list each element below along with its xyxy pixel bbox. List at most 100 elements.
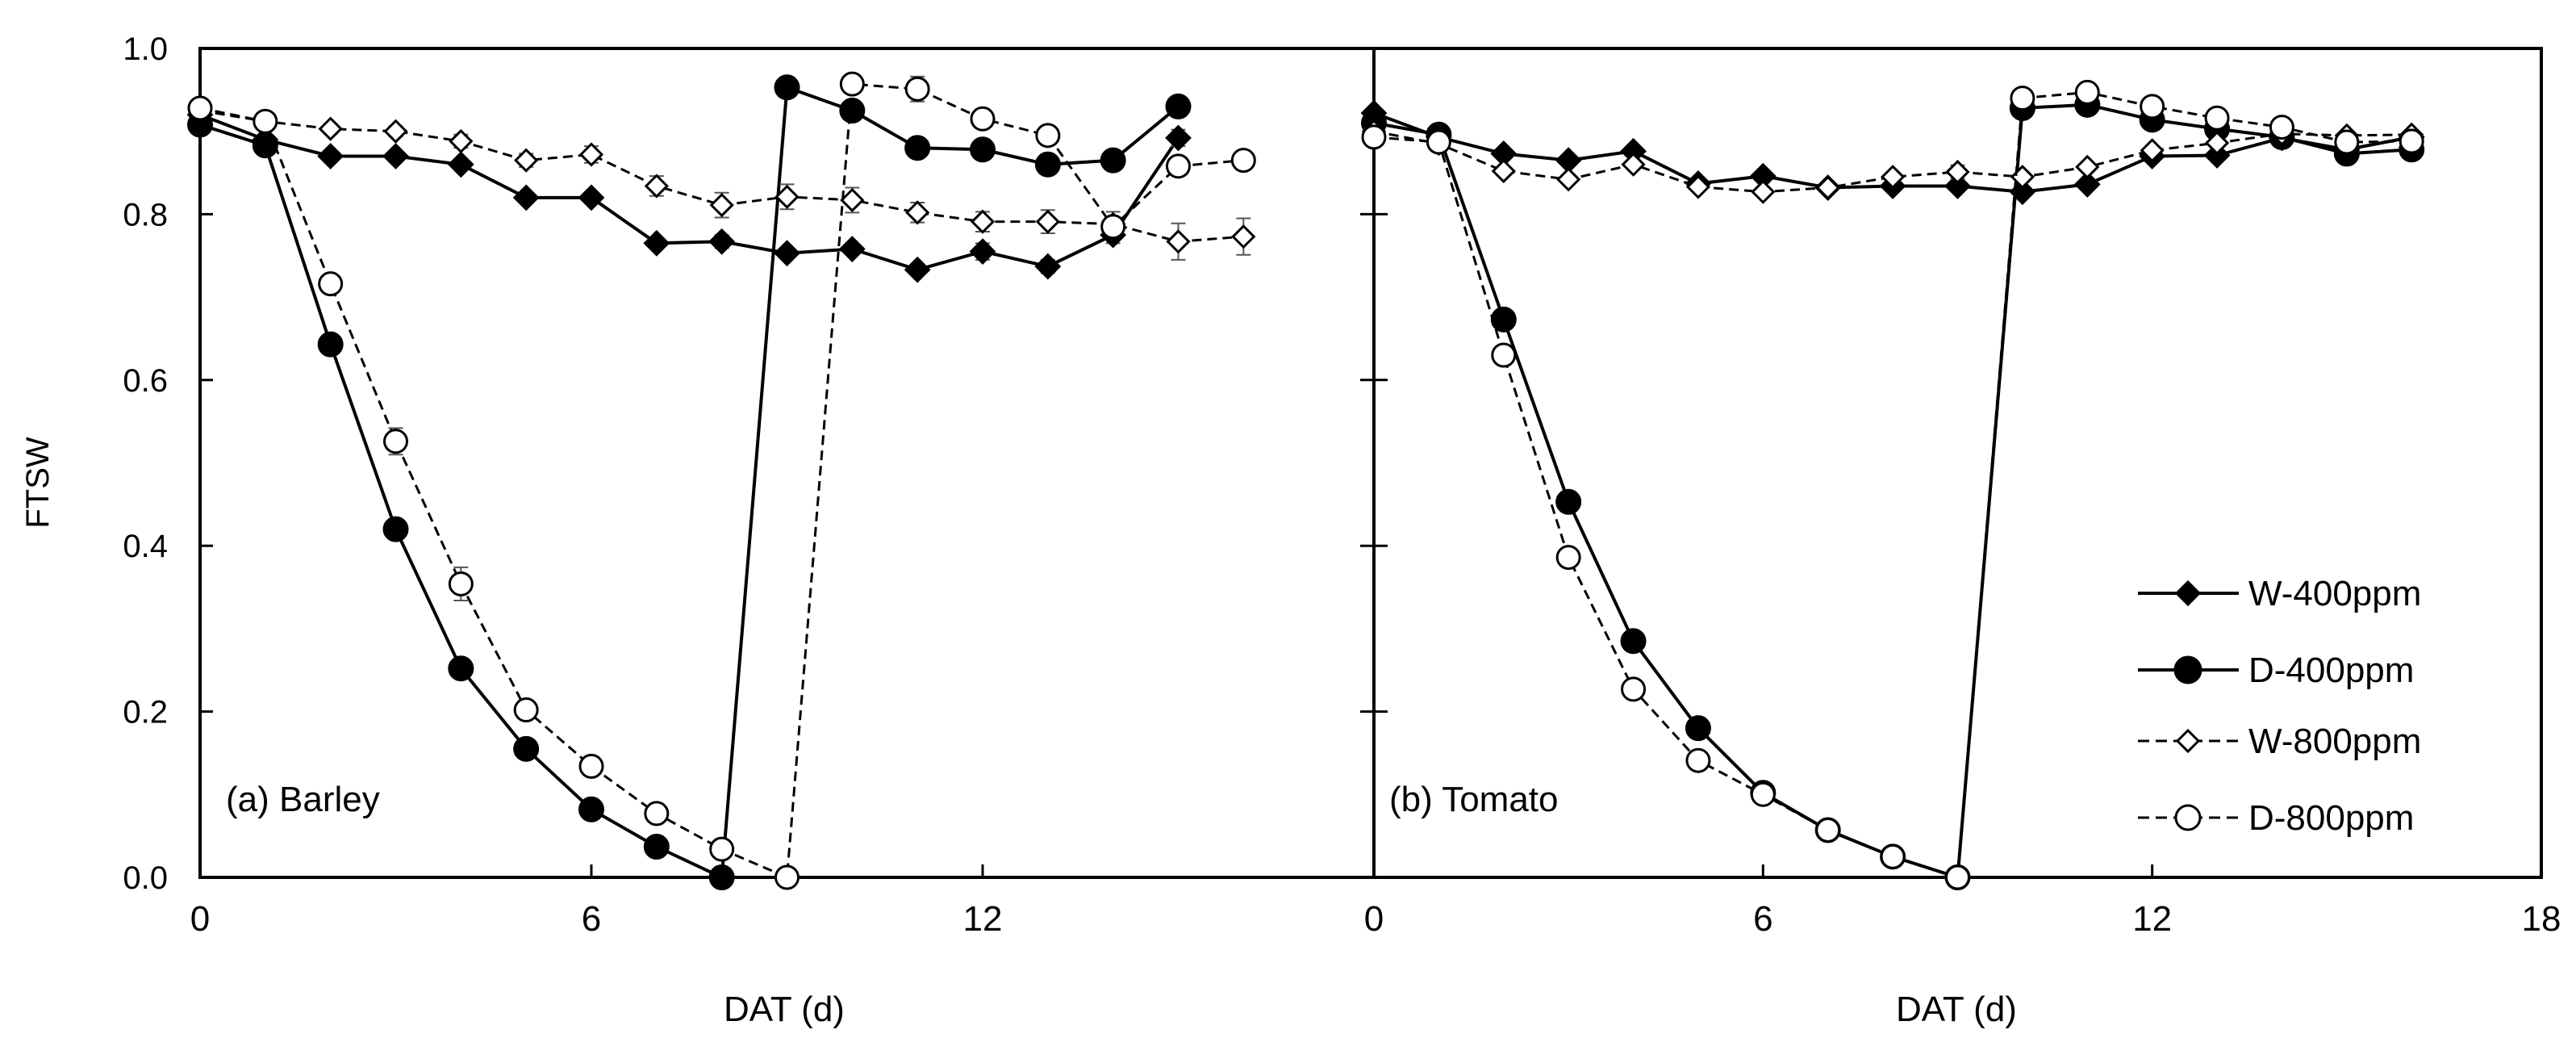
data-point: [2075, 154, 2100, 179]
data-point: [774, 184, 800, 209]
series-line-w-400ppm: [199, 113, 1180, 272]
data-point: [318, 116, 343, 141]
data-point: [578, 184, 605, 211]
data-point: [1685, 174, 1711, 199]
data-point: [2269, 115, 2294, 140]
legend-marker-d800: [2174, 804, 2202, 831]
data-point: [840, 187, 865, 213]
series-line-d-400ppm: [1373, 103, 2412, 880]
data-point: [1230, 148, 1256, 174]
data-point: [1490, 306, 1517, 333]
data-point: [1685, 715, 1711, 742]
data-point: [1685, 747, 1711, 773]
legend-marker-w800: [2175, 728, 2201, 754]
y-tick-label: 0.4: [123, 529, 168, 564]
data-point: [1491, 342, 1517, 368]
series-line-d-800ppm: [1373, 90, 2412, 880]
data-point: [1751, 179, 1776, 204]
series-d-800ppm: [1361, 79, 2424, 890]
data-point: [578, 753, 604, 779]
data-point: [970, 136, 996, 163]
data-point: [2334, 129, 2360, 155]
data-point: [1034, 253, 1062, 280]
data-point: [970, 209, 996, 234]
panel-a: 0 6 12: [186, 71, 1256, 939]
y-tick-label: 0.8: [123, 197, 168, 232]
legend-label-w400: W-400ppm: [2248, 574, 2421, 613]
data-point: [513, 697, 539, 723]
data-point: [643, 229, 670, 257]
data-point: [1621, 152, 1646, 177]
data-point: [449, 128, 474, 154]
data-point: [839, 71, 865, 97]
data-point: [1880, 843, 1906, 869]
data-point: [1621, 676, 1647, 702]
data-point: [2073, 171, 2101, 198]
data-point: [643, 834, 670, 860]
data-point: [2010, 86, 2035, 111]
data-point: [708, 228, 736, 255]
data-point: [1165, 124, 1192, 152]
x-tick-label: 12: [963, 899, 1003, 939]
data-point: [318, 271, 344, 297]
data-point: [448, 571, 474, 596]
legend-item-d800: D-800ppm: [2138, 798, 2414, 838]
data-point: [1100, 147, 1126, 174]
data-point: [2074, 79, 2100, 105]
x-tick-label: 0: [1364, 899, 1384, 939]
data-point: [1035, 123, 1061, 149]
legend-label-w800: W-800ppm: [2248, 722, 2421, 761]
x-tick-label: 18: [2522, 899, 2561, 939]
series-d-400ppm: [187, 74, 1192, 890]
series-d-400ppm: [1361, 91, 2425, 890]
plot-root: 0.0 0.2 0.4 0.6 0.8 1.0 0 6 12 0 6 12 18: [123, 31, 2561, 939]
data-point: [317, 331, 344, 358]
series-w-800ppm: [1361, 119, 2424, 204]
data-point: [1945, 864, 1970, 890]
data-point: [1555, 488, 1582, 515]
data-point: [839, 98, 866, 124]
data-point: [1034, 151, 1061, 178]
legend: W-400ppm D-400ppm W-800ppm D-800ppm: [2138, 574, 2421, 838]
data-point: [1166, 153, 1191, 179]
data-point: [1815, 175, 1840, 200]
series-d-800ppm: [187, 71, 1256, 890]
panel-b-label: (b) Tomato: [1389, 780, 1559, 819]
legend-label-d800: D-800ppm: [2248, 798, 2414, 838]
y-tick-label: 1.0: [123, 31, 168, 67]
data-point: [382, 516, 409, 542]
data-point: [2140, 94, 2165, 119]
series-line-w-800ppm: [1373, 130, 2412, 194]
x-tick-label: 12: [2132, 899, 2172, 939]
data-point: [1750, 781, 1776, 807]
data-point: [1231, 224, 1256, 249]
data-point: [708, 864, 735, 890]
data-point: [1166, 229, 1191, 254]
data-point: [578, 142, 604, 167]
legend-marker-d400: [2173, 655, 2202, 684]
data-point: [578, 796, 604, 822]
panel-a-x-axis-label: DAT (d): [724, 990, 845, 1029]
data-point: [774, 74, 800, 101]
data-point: [383, 429, 408, 454]
data-point: [1944, 173, 1971, 199]
data-point: [513, 735, 540, 762]
data-point: [1555, 545, 1581, 571]
y-tick-label: 0.2: [123, 695, 168, 730]
data-point: [838, 236, 866, 262]
data-point: [904, 135, 931, 161]
data-point: [1491, 158, 1516, 184]
x-tick-label: 6: [1753, 899, 1772, 939]
plot-frame: [198, 47, 2543, 879]
data-point: [1165, 93, 1192, 119]
data-point: [774, 864, 800, 890]
data-point: [1426, 129, 1451, 155]
series-line-w-800ppm: [199, 109, 1244, 243]
data-point: [905, 200, 930, 225]
data-point: [448, 655, 474, 682]
data-point: [2140, 138, 2165, 163]
data-point: [447, 151, 474, 178]
data-point: [2203, 142, 2231, 169]
data-point: [1361, 124, 1387, 150]
data-point: [512, 184, 540, 211]
